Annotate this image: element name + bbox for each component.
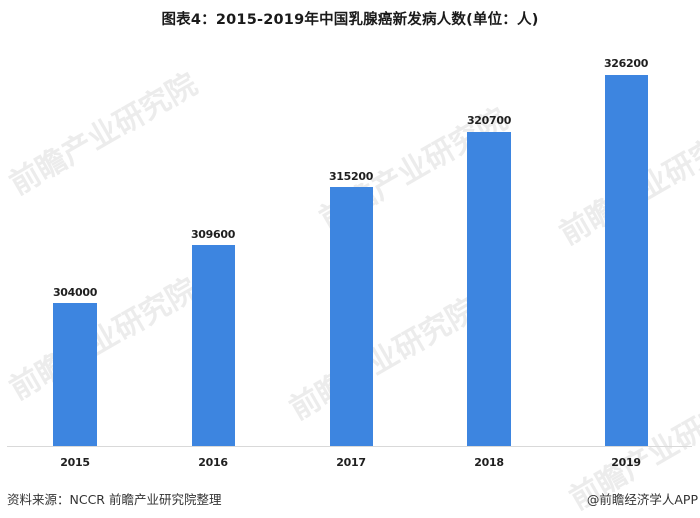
x-tick-2017: 2017: [336, 456, 366, 469]
bar-2017: [330, 187, 373, 446]
data-label-2019: 326200: [603, 57, 649, 70]
x-tick-2019: 2019: [611, 456, 641, 469]
bar-2015: [53, 303, 97, 446]
bar-2016: [192, 245, 235, 446]
data-label-2016: 309600: [190, 228, 236, 241]
x-tick-2016: 2016: [198, 456, 228, 469]
data-label-2015: 304000: [52, 286, 98, 299]
x-axis-line: [7, 446, 692, 447]
bar-2018: [467, 132, 511, 446]
chart-title: 图表4：2015-2019年中国乳腺癌新发病人数(单位：人): [161, 12, 539, 28]
bar-2019: [605, 75, 648, 446]
source-note: 资料来源：NCCR 前瞻产业研究院整理: [7, 492, 222, 507]
x-tick-2015: 2015: [60, 456, 90, 469]
data-label-2018: 320700: [466, 114, 512, 127]
x-tick-2018: 2018: [474, 456, 504, 469]
data-label-2017: 315200: [328, 170, 374, 183]
watermark: 前瞻产业研究院: [284, 291, 484, 428]
credit-note: @前瞻经济学人APP: [586, 492, 698, 507]
watermark: 前瞻产业研究院: [4, 66, 204, 203]
